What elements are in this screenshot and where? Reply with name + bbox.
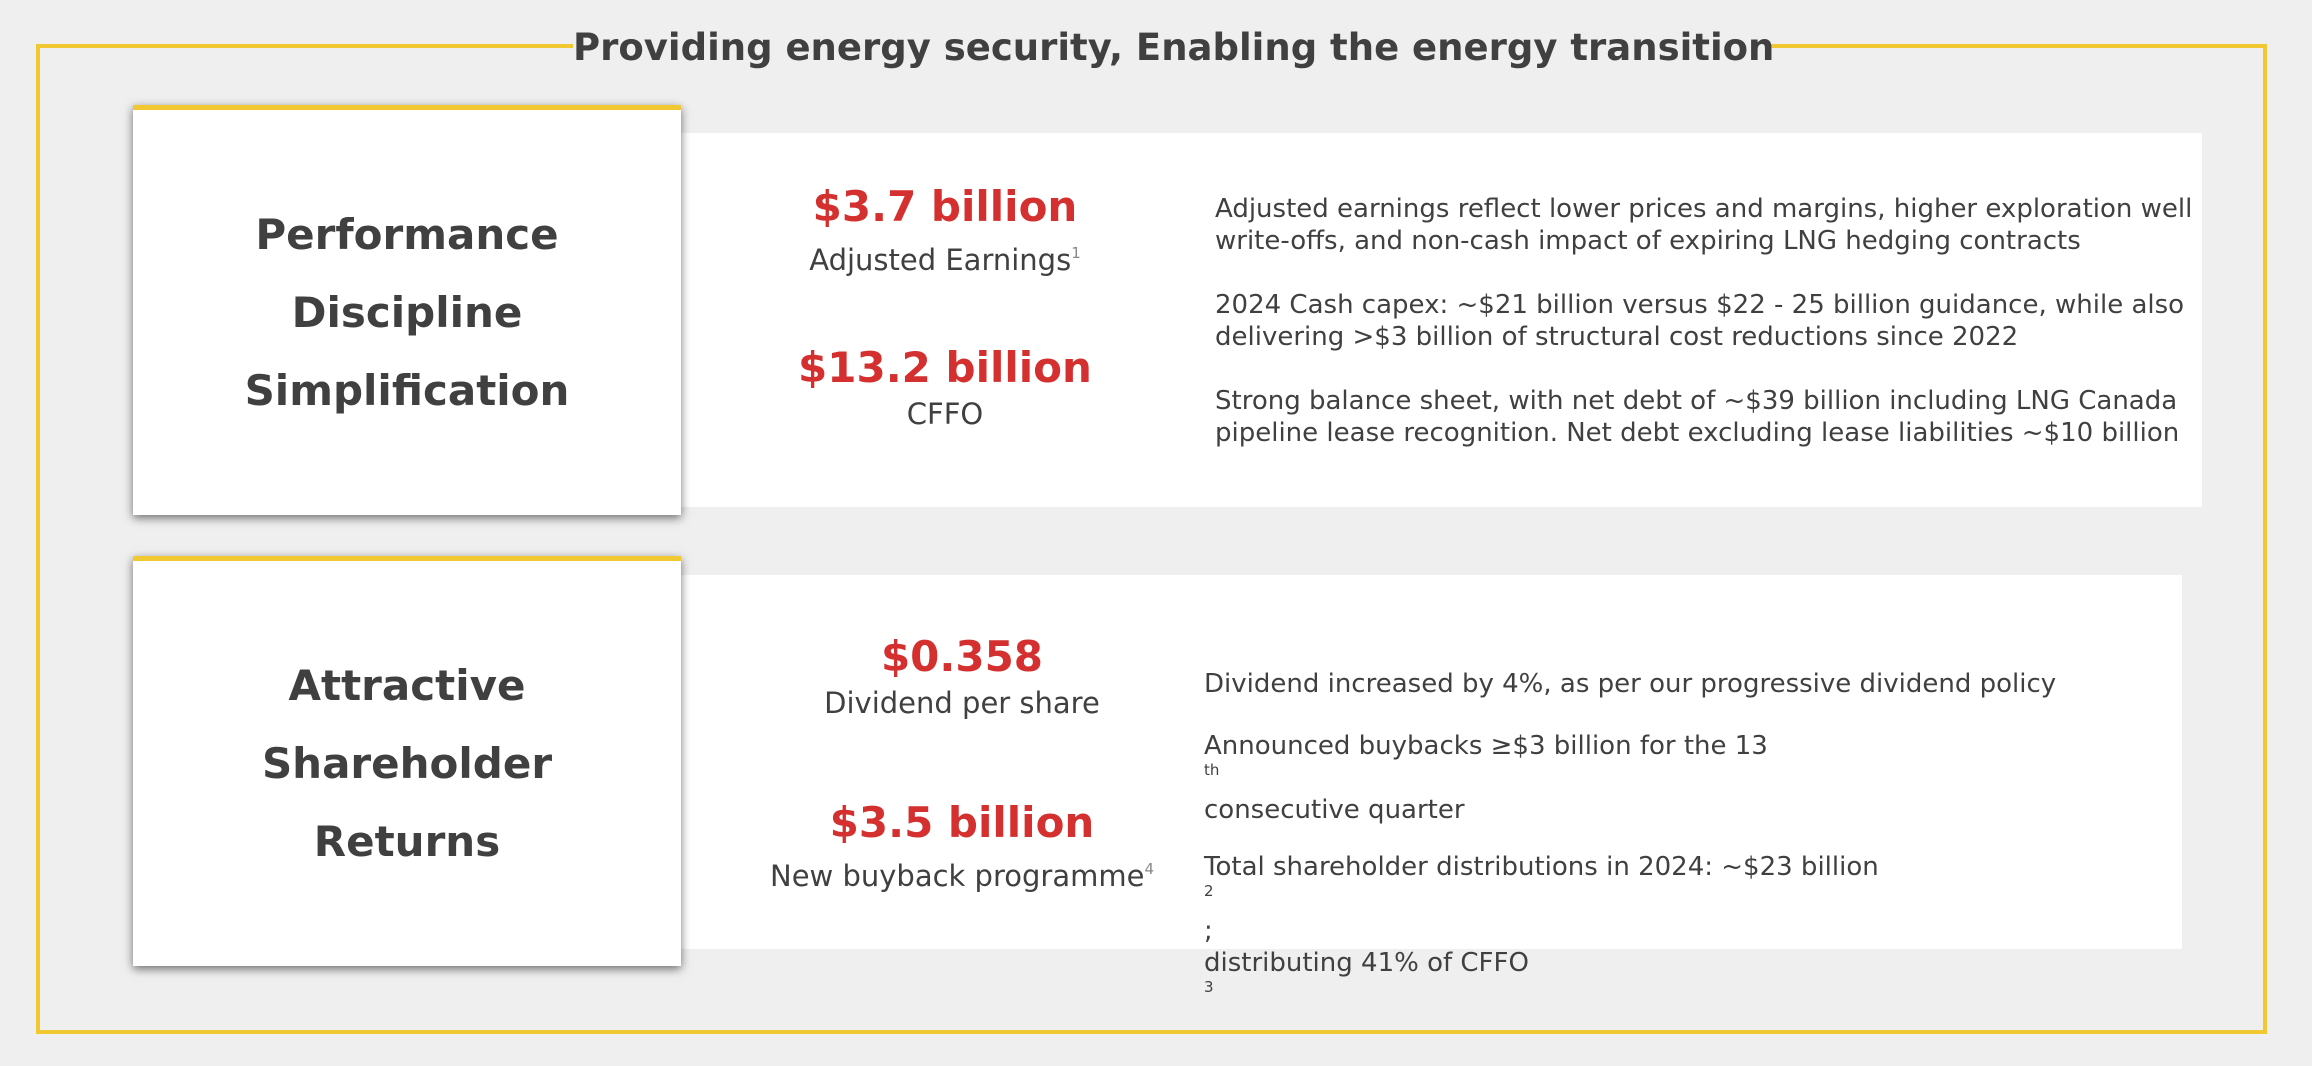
title-mask [573, 18, 1769, 78]
performance-card-text: Performance Discipline Simplification [245, 196, 570, 430]
point-text: Total shareholder distributions in 2024:… [1204, 852, 1879, 882]
point-text: consecutive quarter [1204, 795, 1465, 825]
point-line: Strong balance sheet, with net debt of ~… [1215, 386, 2178, 416]
point: Announced buybacks ≥$3 billion for the 1… [1204, 730, 2056, 826]
metric-label: Adjusted Earnings1 [760, 233, 1130, 280]
point: Strong balance sheet, with net debt of ~… [1215, 385, 2192, 449]
card-line: Shareholder [261, 738, 553, 788]
footnote-marker: 2 [1204, 882, 1214, 900]
point-line: pipeline lease recognition. Net debt exc… [1215, 418, 2180, 448]
returns-card-text: Attractive Shareholder Returns [262, 647, 552, 881]
point-line: Adjusted earnings reflect lower prices a… [1215, 194, 2193, 224]
card-line: Discipline [291, 287, 523, 337]
point-line: write-offs, and non-cash impact of expir… [1215, 226, 2081, 256]
card-line: Simplification [244, 365, 570, 415]
point-text: ; [1204, 916, 1213, 946]
superscript: th [1204, 761, 1220, 779]
point-line: distributing 41% of CFFO 3 [1204, 947, 2056, 1011]
point-line: 2024 Cash capex: ~$21 billion versus $22… [1215, 290, 2185, 320]
point-line: delivering >$3 billion of structural cos… [1215, 322, 2019, 352]
point: Adjusted earnings reflect lower prices a… [1215, 193, 2192, 257]
card-line: Performance [255, 209, 559, 259]
metric-value: $13.2 billion [798, 343, 1092, 392]
returns-card: Attractive Shareholder Returns [133, 556, 681, 966]
point-line: Announced buybacks ≥$3 billion for the 1… [1204, 730, 2056, 826]
card-line: Returns [313, 816, 501, 866]
point: Total shareholder distributions in 2024:… [1204, 851, 2056, 1011]
point: 2024 Cash capex: ~$21 billion versus $22… [1215, 289, 2192, 353]
slide-title: Providing energy security, Enabling the … [573, 26, 1775, 69]
point-line: Dividend increased by 4%, as per our pro… [1204, 669, 2057, 699]
metric-label-text: CFFO [906, 397, 984, 431]
adjusted-earnings-metric: $3.7 billion Adjusted Earnings1 [760, 181, 1130, 280]
metric-label-text: Dividend per share [824, 686, 1100, 720]
buyback-metric: $3.5 billion New buyback programme4 [760, 797, 1164, 896]
performance-panel [680, 133, 2202, 507]
point: Dividend increased by 4%, as per our pro… [1204, 668, 2056, 700]
metric-value: $0.358 [880, 632, 1044, 681]
metric-label-text: Adjusted Earnings [809, 243, 1072, 277]
footnote-marker: 3 [1204, 978, 1214, 996]
performance-card: Performance Discipline Simplification [133, 105, 681, 515]
card-line: Attractive [288, 660, 526, 710]
point-text: Announced buybacks ≥$3 billion for the 1… [1204, 731, 1768, 761]
metric-label-text: New buyback programme [770, 859, 1145, 893]
dividend-metric: $0.358 Dividend per share [760, 631, 1164, 723]
point-line: Total shareholder distributions in 2024:… [1204, 851, 2056, 947]
metric-label: Dividend per share [760, 683, 1164, 723]
metric-value: $3.7 billion [812, 182, 1078, 231]
returns-points: Dividend increased by 4%, as per our pro… [1204, 668, 2056, 1011]
metric-value: $3.5 billion [829, 798, 1095, 847]
footnote-marker: 4 [1144, 860, 1154, 878]
metric-label: CFFO [760, 394, 1130, 434]
metric-label: New buyback programme4 [760, 849, 1164, 896]
cffo-metric: $13.2 billion CFFO [760, 342, 1130, 434]
point-text: distributing 41% of CFFO [1204, 948, 1529, 978]
returns-panel [680, 575, 2182, 949]
performance-points: Adjusted earnings reflect lower prices a… [1215, 193, 2192, 481]
footnote-marker: 1 [1071, 244, 1081, 262]
